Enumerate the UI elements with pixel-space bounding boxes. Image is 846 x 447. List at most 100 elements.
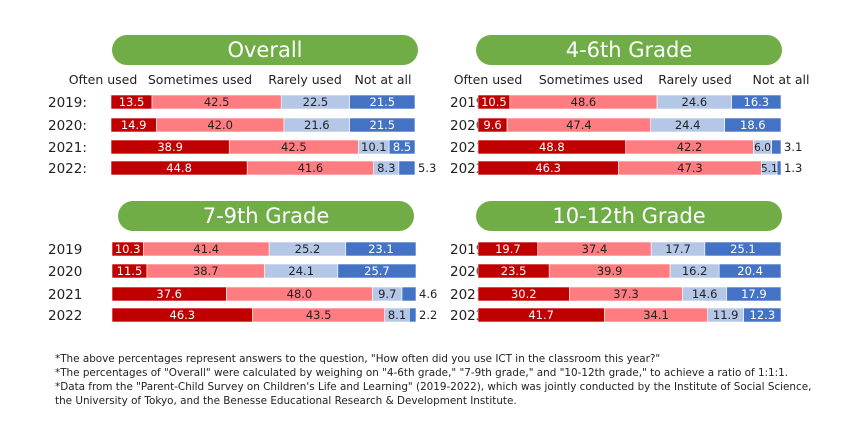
- year-label: 2022: [450, 161, 484, 177]
- bar-segment: [337, 263, 417, 279]
- data-label: 10.5: [481, 95, 507, 109]
- data-label: 42.2: [677, 140, 703, 154]
- data-label: 47.3: [677, 161, 703, 175]
- data-label: 5.3: [418, 161, 436, 175]
- legend-label: Not at all: [354, 72, 411, 87]
- legend-label: Rarely used: [658, 72, 732, 87]
- chart-title: 7-9th Grade: [203, 204, 330, 228]
- data-label: 46.3: [170, 308, 196, 322]
- data-label: 43.5: [306, 308, 332, 322]
- chart-area: Overall Often used Sometimes used Rarely us…: [48, 35, 810, 324]
- year-label: 2022:: [48, 161, 87, 177]
- data-label: 12.3: [750, 308, 776, 322]
- data-label: 10.3: [115, 242, 141, 256]
- year-label: 2019: [450, 95, 484, 111]
- year-label: 2019: [48, 242, 82, 258]
- data-label: 18.6: [740, 118, 766, 132]
- data-label: 20.4: [737, 264, 763, 278]
- data-label: 9.7: [378, 287, 396, 301]
- data-label: 48.0: [287, 287, 313, 301]
- data-label: 42.0: [207, 118, 233, 132]
- bar-segment: [743, 307, 782, 323]
- chart-title: 10-12th Grade: [552, 204, 705, 228]
- chart-title-badge: [118, 201, 414, 231]
- data-label: 39.9: [597, 264, 623, 278]
- data-label: 24.6: [682, 95, 708, 109]
- bar-segment: [718, 263, 782, 279]
- data-label: 42.5: [204, 95, 230, 109]
- data-label: 8.3: [377, 161, 395, 175]
- chart-title: 4-6th Grade: [566, 38, 693, 62]
- data-label: 23.5: [501, 264, 527, 278]
- data-label: 34.1: [643, 308, 669, 322]
- data-label: 44.8: [166, 161, 192, 175]
- footnotes: *The above percentages represent answers…: [55, 352, 815, 408]
- data-label: 46.3: [535, 161, 561, 175]
- data-label: 5.1: [761, 163, 778, 175]
- year-label: 2021: [48, 287, 82, 303]
- bar-segment: [388, 139, 416, 155]
- data-label: 16.3: [744, 95, 770, 109]
- bar-segment: [776, 160, 782, 176]
- bar-segment: [731, 94, 782, 110]
- data-label: 48.6: [571, 95, 597, 109]
- data-label: 9.6: [483, 118, 501, 132]
- data-label: 47.4: [566, 118, 592, 132]
- data-label: 21.5: [370, 95, 396, 109]
- data-label: 38.7: [193, 264, 219, 278]
- data-label: 2.2: [419, 308, 437, 322]
- data-label: 37.4: [582, 242, 608, 256]
- data-label: 16.2: [682, 264, 708, 278]
- footnote-question: *The above percentages represent answers…: [55, 353, 661, 365]
- year-label: 2022: [450, 308, 484, 324]
- chart-title-badge: [476, 35, 782, 65]
- bar-segment: [345, 241, 417, 257]
- data-label: 30.2: [511, 287, 537, 301]
- data-label: 17.7: [665, 242, 691, 256]
- bar-segment: [398, 160, 416, 176]
- data-label: 10.1: [361, 140, 387, 154]
- data-label: 42.5: [281, 140, 307, 154]
- bar-segment: [401, 286, 417, 302]
- data-label: 21.5: [370, 118, 396, 132]
- chart-title-badge: [476, 201, 782, 231]
- bar-segment: [349, 94, 416, 110]
- data-label: 37.3: [613, 287, 639, 301]
- data-label: 22.5: [303, 95, 329, 109]
- data-label: 13.5: [119, 95, 145, 109]
- bar-segment: [724, 117, 782, 133]
- data-label: 24.1: [288, 264, 314, 278]
- data-label: 6.0: [754, 142, 771, 154]
- stacked-bar-charts: Overall Often used Sometimes used Rarely us…: [48, 35, 810, 324]
- data-label: 21.6: [304, 118, 330, 132]
- bar-segment: [704, 241, 782, 257]
- data-label: 41.6: [298, 161, 324, 175]
- bar-segment: [349, 117, 416, 133]
- year-label: 2021: [450, 287, 484, 303]
- data-label: 38.9: [157, 140, 183, 154]
- year-label: 2020:: [48, 118, 87, 134]
- data-label: 25.2: [295, 242, 321, 256]
- legend-label: Rarely used: [268, 72, 342, 87]
- year-label: 2021:: [48, 140, 87, 156]
- year-label: 2019: [450, 242, 484, 258]
- legend-label: Sometimes used: [148, 72, 252, 87]
- data-label: 37.6: [156, 287, 182, 301]
- year-label: 2020: [48, 264, 82, 280]
- legend-label: Not at all: [752, 72, 809, 87]
- data-label: 41.7: [528, 308, 554, 322]
- chart-title-badge: [112, 35, 418, 65]
- data-label: 8.5: [393, 140, 411, 154]
- bar-segment: [771, 139, 782, 155]
- data-label: 14.9: [121, 118, 147, 132]
- data-label: 17.9: [741, 287, 767, 301]
- year-label: 2020: [450, 118, 484, 134]
- data-label: 41.4: [193, 242, 219, 256]
- data-label: 19.7: [495, 242, 521, 256]
- year-label: 2021: [450, 140, 484, 156]
- bar-segment: [409, 307, 417, 323]
- footnote-weighting: *The percentages of "Overall" were calcu…: [55, 367, 789, 379]
- data-label: 11.5: [117, 264, 143, 278]
- data-label: 8.1: [388, 308, 406, 322]
- legend-label: Often used: [454, 72, 523, 87]
